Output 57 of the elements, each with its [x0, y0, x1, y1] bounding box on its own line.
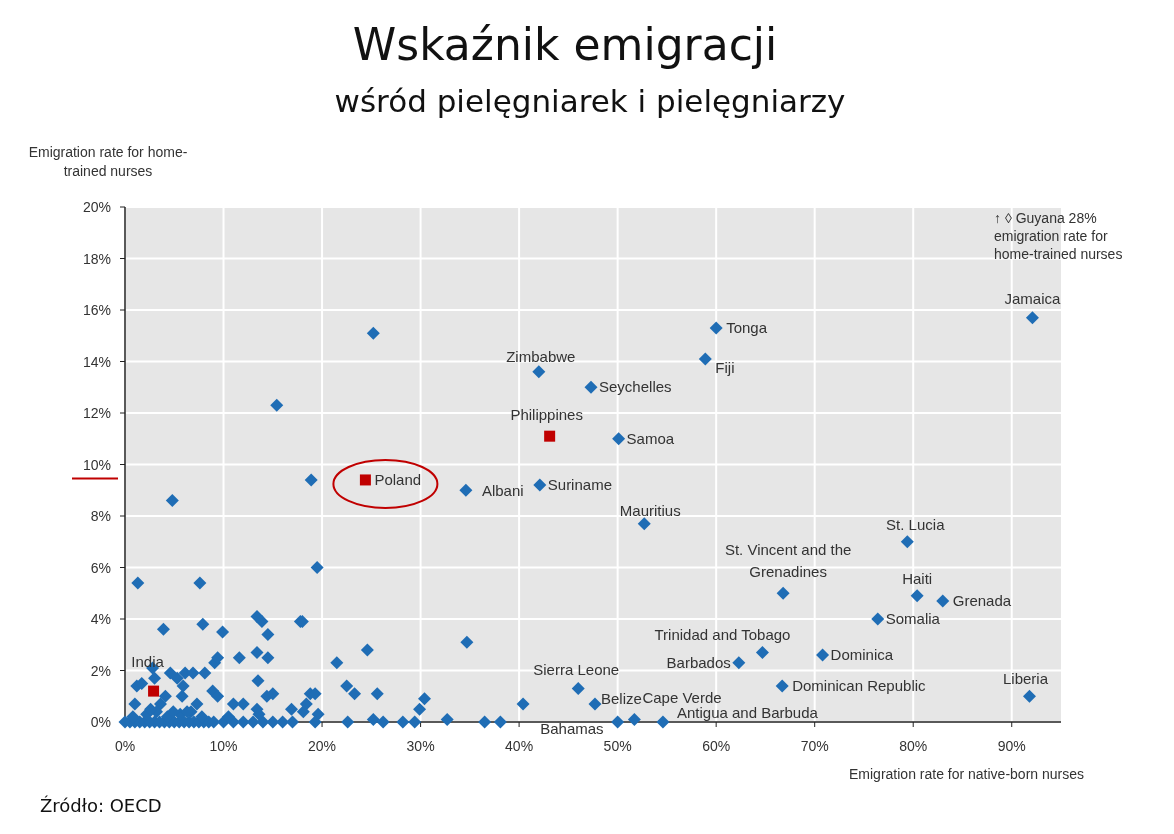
annotation: Bahamas [540, 720, 604, 737]
annotation: Barbados [666, 653, 731, 671]
annotation: Trinidad and Tobago [654, 626, 791, 644]
annotation: Tonga [726, 319, 768, 337]
y-tick-label: 8% [90, 508, 111, 524]
annotation: India [131, 653, 165, 671]
annotation: Mauritius [619, 501, 681, 519]
x-tick-label: 50% [603, 738, 632, 754]
annotation: Suriname [547, 476, 612, 494]
y-tick-label: 16% [82, 302, 111, 318]
y-tick-label: 2% [90, 662, 111, 679]
y-tick-label: 18% [82, 250, 111, 267]
annotation: Samoa [626, 429, 675, 447]
annotation: Jamaica [1004, 289, 1062, 307]
chart-subtitle: wśród pielęgniarek i pielęgniarzy [334, 83, 846, 119]
x-axis-title: Emigration rate for native-born nurses [849, 766, 1084, 782]
x-tick-label: 40% [505, 738, 534, 754]
text: Źródło: OECD [40, 795, 162, 816]
y-tick-label: 12% [82, 405, 111, 421]
annotation: Seychelles [599, 378, 672, 396]
x-tick-label: 20% [308, 738, 337, 754]
annotation: Cape Verde [642, 689, 722, 707]
y-tick-label: 10% [82, 456, 111, 473]
annotation: Philippines [510, 406, 583, 424]
annotation: Sierra Leone [533, 660, 620, 678]
annotation: Poland [374, 470, 422, 488]
annotation: Dominica [830, 646, 894, 664]
y-tick-label: 0% [90, 714, 111, 730]
annotation: ↑ ◊ Guyana 28% emigration rate for home-trained nurses [994, 210, 1123, 262]
y-tick-label: 6% [90, 559, 111, 576]
y-tick-label: 4% [90, 611, 111, 627]
annotation: Albani [481, 482, 524, 500]
x-tick-label: 70% [800, 738, 829, 754]
annotation: Liberia [1002, 670, 1049, 688]
point [359, 474, 371, 486]
annotation: Fiji [715, 358, 735, 376]
y-axis-title: Emigration rate for home-trained nurses [28, 144, 188, 179]
annotation: Haiti [902, 569, 933, 587]
x-tick-label: 60% [702, 738, 731, 754]
x-tick-label: 0% [114, 738, 136, 754]
annotation: Dominican Republic [792, 676, 927, 694]
annotation: Zimbabwe [506, 347, 576, 365]
annotation: St. Vincent and the Grenadines [724, 541, 852, 581]
y-tick-label: 20% [82, 199, 111, 215]
annotation: Grenada [952, 591, 1012, 609]
x-tick-label: 80% [899, 738, 928, 754]
point [148, 685, 160, 697]
annotation: Antigua and Barbuda [676, 704, 819, 721]
annotation: St. Lucia [886, 515, 946, 533]
annotation: Somalia [885, 610, 941, 627]
x-tick-label: 10% [209, 738, 238, 754]
x-tick-label: 90% [997, 738, 1026, 754]
annotation: Belize [600, 689, 642, 707]
chart-title: Wskaźnik emigracji [352, 19, 778, 70]
x-tick-label: 30% [406, 738, 435, 754]
y-tick-label: 14% [82, 353, 111, 370]
point [544, 430, 556, 442]
